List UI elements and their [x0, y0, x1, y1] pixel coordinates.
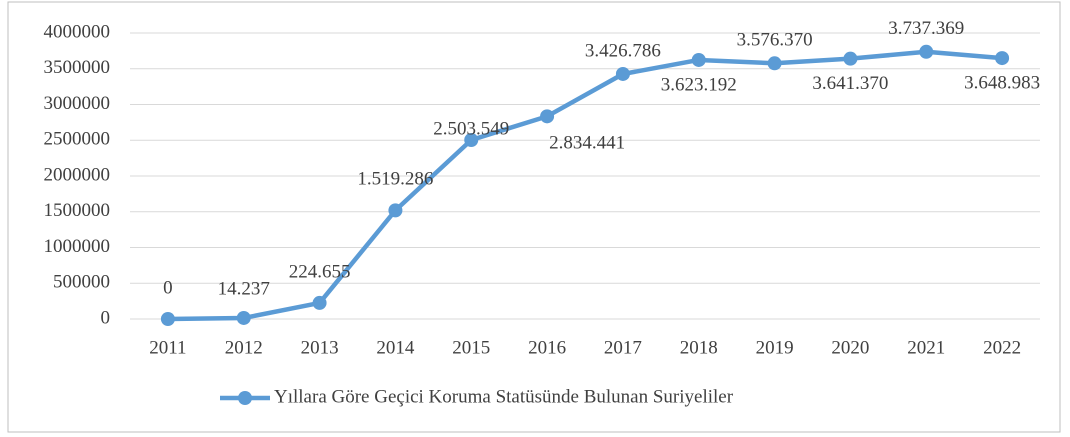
y-tick-label: 500000	[53, 272, 110, 293]
line	[167, 49, 1003, 322]
y-tick-label: 2000000	[44, 164, 111, 185]
marker	[160, 312, 175, 326]
data-label: 2.503.549	[433, 118, 509, 139]
x-tick-label: 2014	[376, 337, 415, 358]
x-tick-label: 2019	[756, 337, 794, 358]
marker	[615, 66, 630, 81]
y-tick-label: 1000000	[44, 236, 111, 257]
marker	[464, 132, 479, 147]
data-label: 3.623.192	[661, 74, 737, 95]
x-tick-label: 2011	[149, 337, 186, 358]
x-tick-label: 2017	[604, 337, 642, 358]
data-label: 2.834.441	[549, 133, 625, 154]
y-tick-label: 3500000	[44, 57, 111, 78]
x-tick-label: 2012	[225, 337, 263, 358]
y-tick-label: 2500000	[44, 129, 111, 150]
data-label: 3.641.370	[812, 73, 888, 94]
y-tick-label: 3000000	[44, 93, 111, 114]
data-label: 14.237	[218, 278, 270, 299]
data-label: 3.737.369	[888, 18, 964, 39]
data-label: 1.519.286	[357, 169, 433, 190]
data-label: 224.655	[289, 261, 351, 282]
marker	[919, 44, 934, 59]
marker	[540, 109, 555, 124]
data-label: 3.576.370	[737, 30, 813, 51]
marker	[691, 52, 706, 67]
legend-label: Yıllara Göre Geçici Koruma Statüsünde Bu…	[274, 386, 734, 407]
x-tick-label: 2018	[680, 337, 718, 358]
marker	[312, 295, 327, 310]
y-tick-label: 4000000	[44, 21, 111, 42]
x-tick-label: 2015	[452, 337, 490, 358]
x-tick-label: 2020	[831, 337, 869, 358]
x-tick-label: 2016	[528, 337, 566, 358]
x-tick-label: 2013	[301, 337, 339, 358]
legend-marker	[238, 391, 252, 405]
x-tick-label: 2021	[907, 337, 945, 358]
marker	[843, 51, 858, 66]
y-tick-label: 0	[101, 307, 111, 328]
marker	[767, 56, 782, 71]
chart-frame	[7, 1, 1061, 433]
x-tick-label: 2022	[983, 337, 1021, 358]
y-tick-label: 1500000	[44, 200, 111, 221]
marker	[236, 310, 251, 325]
marker	[388, 203, 403, 218]
data-label: 0	[163, 277, 173, 298]
data-label: 3.426.786	[585, 40, 661, 61]
data-label: 3.648.983	[964, 72, 1040, 93]
marker	[995, 51, 1010, 66]
